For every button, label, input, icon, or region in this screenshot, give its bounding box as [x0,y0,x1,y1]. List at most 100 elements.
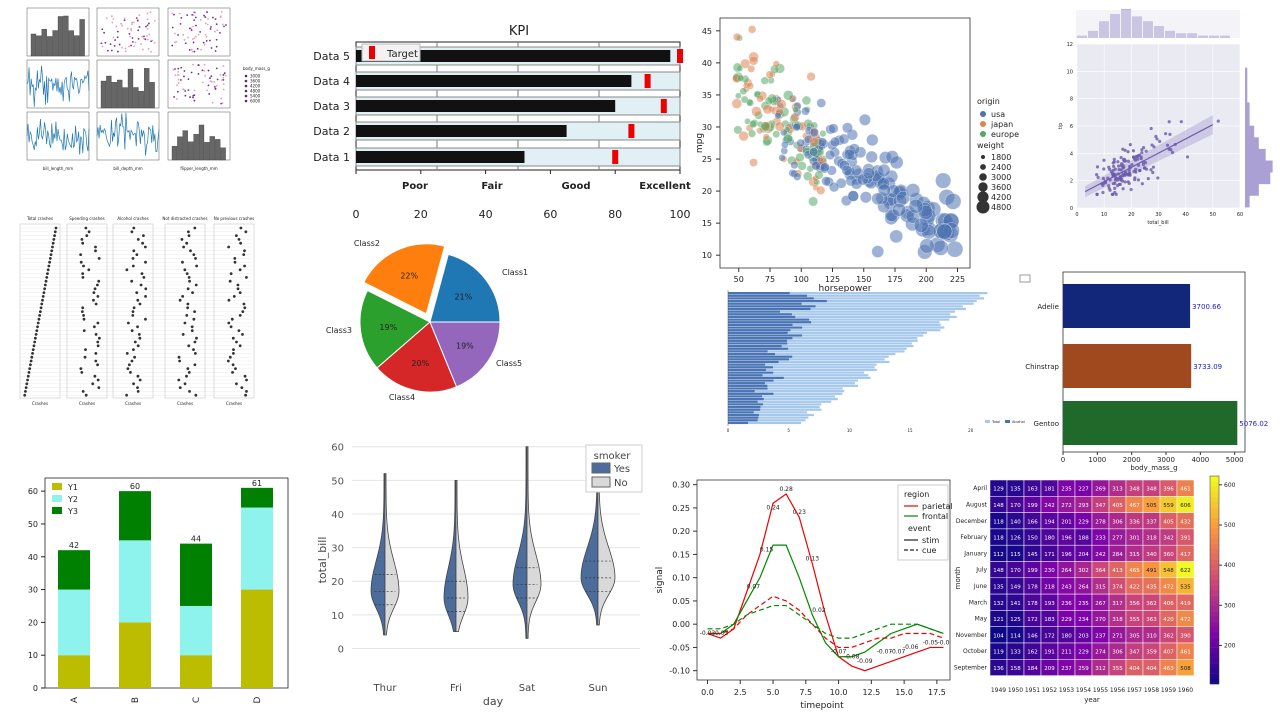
crash-dot [132,348,135,351]
heatmap-cell-value: 348 [1146,487,1157,493]
crash-dot [232,352,235,355]
pair-grid-legend-marker [244,99,248,103]
crash-dot [245,390,248,393]
heatmap-col-label: 1960 [1178,687,1193,694]
heatmap-cell-value: 211 [1061,650,1072,656]
violin-half [443,479,457,633]
crash-alcohol-bar [728,292,790,295]
heatmap-cell-value: 125 [1010,617,1021,623]
pair-grid-point [112,36,115,39]
crash-dot [193,340,197,344]
pie-slice [363,243,446,315]
heatmap-cell-value: 413 [1112,568,1123,574]
pair-grid-point [141,35,144,38]
mpg-point [740,95,749,104]
pair-grid-hist-bar [188,141,194,161]
pair-grid-point [118,43,121,46]
fmri-point-label: -0.03 [700,630,716,637]
crash-dot [185,241,189,245]
crash-alcohol-bar [728,398,764,401]
tips-point [1126,159,1131,163]
crash-dot [237,329,241,332]
crash-dot [30,355,34,359]
crash-dot [245,276,248,279]
heatmap-cell-value: 467 [1129,503,1140,509]
crash-dot [136,298,140,302]
fmri-series-line [707,493,944,672]
pair-grid-point [192,96,194,99]
pair-grid-point [194,16,197,19]
crash-dot [92,291,96,294]
violin-legend-swatch [591,476,611,488]
fmri-point-label: -0.03 [713,630,729,637]
crash-dot [186,302,190,306]
tips-point [1111,161,1115,165]
crash-alcohol-bar [728,302,802,305]
crash-total-bar [728,350,905,353]
heatmap-colorbar-step [1210,554,1219,560]
crash-total-bar [728,323,941,326]
crash-panel-title: Total crashes [26,216,53,221]
mpg-legend-marker [980,121,986,127]
crash-dot [85,234,89,238]
pair-grid-point [147,48,150,50]
crash-total-bar [728,352,896,356]
pair-grid-point [221,23,224,26]
pair-grid-point [179,23,182,25]
heatmap-col-label: 1952 [1042,687,1057,694]
heatmap-cell-value: 435 [1146,584,1157,590]
penguin-value-label: 5076.02 [1239,420,1268,428]
heatmap-cell-value: 461 [1180,487,1191,493]
pair-grid-point [110,15,113,18]
crash-dot [240,386,244,389]
crash-dot [38,310,42,313]
pair-grid-legend-label: 4200 [250,84,261,89]
tips-marginal-y-bar [1245,114,1250,127]
heatmap-colorbar-step [1210,611,1219,617]
heatmap-cell-value: 259 [1078,666,1089,672]
heatmap-cell-value: 277 [1112,536,1123,542]
heatmap-colorbar-step [1210,528,1219,534]
crash-dot [185,314,189,317]
mpg-x-tick-label: 125 [825,275,840,284]
heatmap-cell-value: 178 [1027,584,1038,590]
crash-dot [228,355,232,359]
crash-alcohol-bar [728,299,827,303]
heatmap-col-label: 1957 [1127,687,1142,694]
kpi-x-tick-label: 0 [353,208,360,221]
crash-dot [190,325,194,329]
crash-alcohol-bar [728,382,765,385]
heatmap-cell-value: 166 [1027,519,1038,525]
crash-dot [189,249,192,253]
pair-grid-point [145,25,147,28]
mpg-y-tick-label: 40 [702,59,712,68]
mpg-legend-label: europe [991,130,1019,139]
kpi-target-marker [612,150,619,164]
tips-point [1102,158,1106,162]
crash-dot [96,378,100,382]
heatmap-cell-value: 348 [1129,487,1140,493]
crash-dot [187,276,191,279]
pair-grid-point [184,90,187,92]
crash-hbar-x-tick-label: 5 [787,428,790,433]
crash-dot [94,333,98,336]
heatmap-cell-value: 301 [1129,536,1140,542]
crash-alcohol-bar [728,371,774,374]
mpg-y-tick-label: 20 [702,187,712,196]
crash-total-bar [728,382,855,385]
crash-total-bar [728,400,832,403]
kpi-category-label: Data 3 [313,100,350,113]
violin-category-label: Fri [450,683,462,694]
heatmap-cell-value: 404 [1146,666,1157,672]
mpg-point [828,123,839,134]
crash-dot [80,310,84,313]
crash-dot [96,283,99,287]
heatmap-cell-value: 318 [1112,617,1123,623]
heatmap-col-label: 1956 [1110,687,1125,694]
stacked-bar-segment [241,589,273,688]
pair-grid-point [193,99,196,102]
heatmap-cell-value: 465 [1129,568,1140,574]
mpg-y-tick-label: 15 [702,219,712,228]
stacked-y-tick-label: 50 [28,520,38,529]
